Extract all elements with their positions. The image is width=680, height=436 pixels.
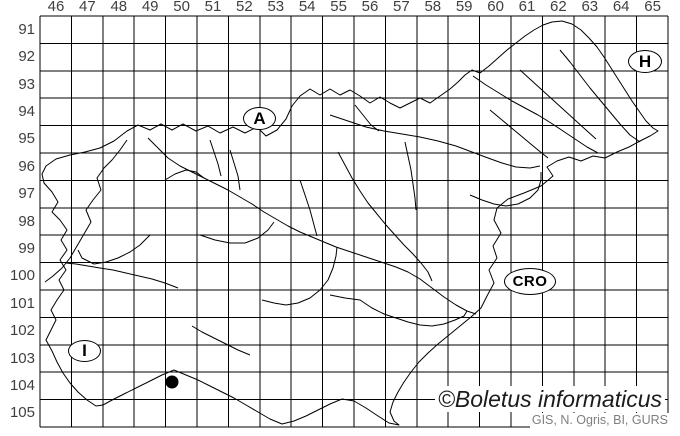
country-label-croatia: CRO (504, 268, 556, 295)
river-line (44, 139, 128, 283)
river-line (261, 246, 338, 306)
river-line (164, 169, 205, 181)
grid-column-label: 46 (47, 0, 65, 15)
country-letter-austria: A (253, 108, 266, 128)
river-line (77, 234, 151, 265)
country-letter-croatia: CRO (512, 273, 548, 290)
grid-column-label: 51 (204, 0, 222, 15)
grid-column-label: 50 (173, 0, 190, 15)
river-line (519, 69, 597, 140)
country-letter-hungary: H (638, 51, 652, 71)
occurrence-dot (165, 375, 179, 389)
grid-row-label: 102 (9, 322, 35, 340)
river-line (147, 137, 477, 315)
grid-column-label: 64 (612, 0, 630, 15)
river-line (329, 114, 541, 169)
grid-column-label: 52 (236, 0, 253, 15)
river-line (299, 179, 318, 237)
grid-row-label: 101 (9, 294, 35, 312)
river-line (559, 49, 641, 143)
river-line (404, 141, 417, 211)
river-line (229, 149, 241, 191)
river-line (329, 294, 468, 327)
grid-column-label: 65 (644, 0, 661, 15)
grid-row-label: 93 (18, 75, 35, 93)
data-sources-text: GIS, N. Ogris, BI, GURS (529, 413, 670, 428)
grid-column-label: 48 (110, 0, 128, 15)
grid-column-label: 58 (424, 0, 442, 15)
grid-row-label: 99 (18, 239, 35, 257)
grid-row-label: 104 (9, 376, 35, 394)
river-line (209, 139, 222, 177)
grid-row-label: 92 (18, 48, 35, 66)
grid-column-label: 53 (267, 0, 285, 15)
grid-row-label: 96 (18, 157, 35, 175)
grid-row-label: 103 (9, 349, 35, 367)
grid-column-label: 60 (487, 0, 504, 15)
river-line (337, 151, 433, 282)
grid-column-label: 59 (455, 0, 473, 15)
grid-row-label: 94 (18, 102, 35, 120)
river-line (354, 104, 380, 132)
river-line (472, 75, 599, 154)
grid-column-label: 47 (79, 0, 96, 15)
grid-column-label: 54 (298, 0, 316, 15)
grid-row-label: 97 (18, 185, 35, 203)
grid-row-label: 91 (18, 20, 35, 38)
river-line (65, 262, 179, 289)
river-line (199, 221, 275, 244)
grid-row-label: 95 (18, 130, 35, 148)
country-letter-italy: I (82, 341, 87, 360)
grid-column-label: 49 (141, 0, 159, 15)
grid-column-label: 55 (330, 0, 347, 15)
grid-row-label: 98 (18, 212, 35, 230)
grid-row-label: 100 (9, 267, 35, 285)
river-line (191, 325, 251, 356)
river-line (489, 109, 549, 159)
river-line (469, 172, 542, 207)
grid-column-label: 63 (581, 0, 599, 15)
country-label-italy: I (68, 340, 101, 362)
grid-column-label: 61 (518, 0, 536, 15)
country-label-austria: A (243, 107, 276, 130)
country-label-hungary: H (628, 50, 662, 73)
grid-column-label: 57 (393, 0, 410, 15)
slovenia-border (41, 20, 659, 426)
grid-column-label: 62 (550, 0, 567, 15)
grid-column-label: 56 (361, 0, 379, 15)
watermark-text: ©Boletus informaticus (434, 386, 665, 412)
grid-row-label: 105 (9, 404, 35, 422)
